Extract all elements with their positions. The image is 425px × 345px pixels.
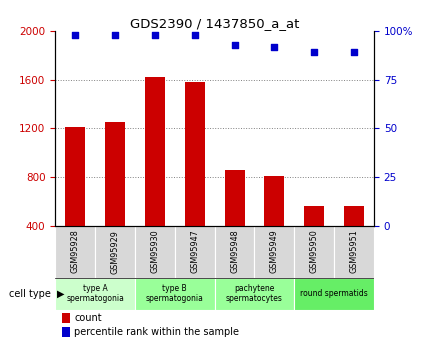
Text: type B
spermatogonia: type B spermatogonia — [146, 284, 204, 304]
Bar — [135, 278, 215, 310]
Bar — [215, 226, 255, 278]
Bar — [62, 327, 70, 337]
Bar — [294, 226, 334, 278]
Text: GSM95930: GSM95930 — [150, 230, 159, 274]
Text: type A
spermatogonia: type A spermatogonia — [66, 284, 124, 304]
Text: ▶: ▶ — [57, 289, 65, 299]
Bar — [55, 278, 135, 310]
Text: GSM95948: GSM95948 — [230, 230, 239, 274]
Text: round spermatids: round spermatids — [300, 289, 368, 298]
Text: GSM95951: GSM95951 — [350, 230, 359, 274]
Point — [72, 32, 79, 38]
Bar — [255, 226, 294, 278]
Text: count: count — [74, 313, 102, 323]
Bar — [62, 313, 70, 323]
Bar — [65, 127, 85, 274]
Text: percentile rank within the sample: percentile rank within the sample — [74, 327, 239, 337]
Text: cell type: cell type — [9, 289, 51, 299]
Point — [191, 32, 198, 38]
Text: GSM95950: GSM95950 — [310, 230, 319, 274]
Bar — [95, 226, 135, 278]
Point — [112, 32, 119, 38]
Text: GSM95947: GSM95947 — [190, 230, 199, 274]
Text: GSM95949: GSM95949 — [270, 230, 279, 274]
Bar — [215, 278, 294, 310]
Bar — [344, 206, 364, 274]
Point — [351, 50, 357, 55]
Bar — [334, 226, 374, 278]
Point — [271, 44, 278, 49]
Bar — [224, 170, 244, 274]
Point — [151, 32, 158, 38]
Bar — [135, 226, 175, 278]
Point — [311, 50, 317, 55]
Bar — [175, 226, 215, 278]
Bar — [304, 206, 324, 274]
Point — [231, 42, 238, 47]
Title: GDS2390 / 1437850_a_at: GDS2390 / 1437850_a_at — [130, 17, 299, 30]
Bar — [185, 82, 205, 274]
Bar — [264, 176, 284, 274]
Bar — [294, 278, 374, 310]
Text: GSM95929: GSM95929 — [110, 230, 119, 274]
Text: GSM95928: GSM95928 — [71, 230, 79, 274]
Bar — [145, 77, 165, 274]
Text: pachytene
spermatocytes: pachytene spermatocytes — [226, 284, 283, 304]
Bar — [105, 122, 125, 274]
Bar — [55, 226, 95, 278]
